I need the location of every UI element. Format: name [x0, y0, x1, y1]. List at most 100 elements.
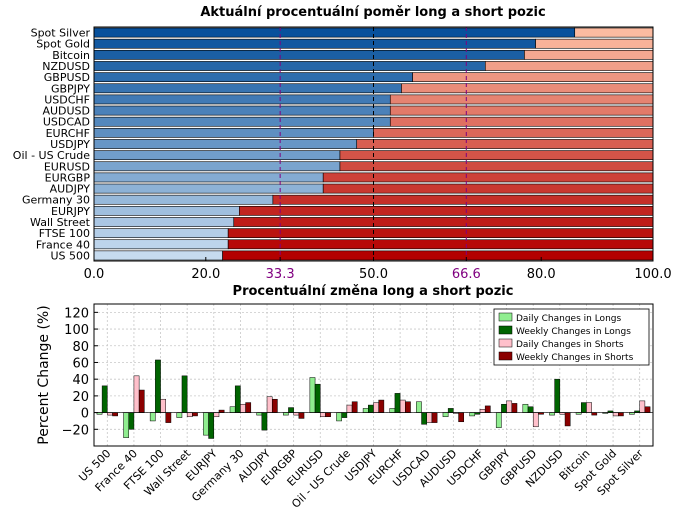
change-bar: [271, 398, 278, 413]
long-bar: [93, 49, 525, 60]
category-label: USDCHF: [44, 93, 90, 106]
category-label: Wall Street: [30, 216, 91, 229]
change-bar: [160, 398, 166, 413]
legend-label: Weekly Changes in Longs: [516, 327, 631, 337]
change-bar: [213, 412, 220, 418]
change-bar: [256, 412, 263, 416]
legend-label: Weekly Changes in Shorts: [516, 353, 634, 363]
change-bar: [229, 406, 236, 413]
change-bar: [203, 412, 209, 436]
change-bar: [506, 400, 513, 413]
category-label: Oil - US Crude: [13, 149, 90, 162]
long-bar: [93, 228, 229, 239]
legend-swatch: [498, 351, 513, 361]
change-bar: [309, 377, 316, 413]
long-bar: [93, 172, 324, 183]
legend-label: Daily Changes in Longs: [516, 314, 621, 324]
legend-label: Daily Changes in Shorts: [516, 340, 624, 350]
long-bar: [93, 27, 576, 38]
long-bar: [93, 105, 391, 116]
long-bar: [93, 72, 413, 83]
change-bar: [112, 412, 118, 417]
short-bar: [524, 49, 654, 60]
change-bar: [639, 400, 646, 413]
category-label: Bitcoin: [52, 49, 90, 62]
y-tick-label: 20: [72, 390, 89, 405]
change-bar: [208, 412, 215, 439]
y-tick-label: 100: [64, 323, 89, 338]
change-bar: [362, 408, 369, 413]
category-label: EURUSD: [44, 160, 90, 173]
change-bar: [192, 412, 198, 417]
change-bar: [320, 412, 326, 418]
change-bar: [469, 412, 476, 417]
change-bar: [373, 402, 379, 413]
y-tick-label: 40: [72, 373, 89, 388]
change-bar: [261, 412, 268, 431]
change-bar: [181, 375, 188, 413]
short-bar: [239, 205, 654, 216]
change-bar: [394, 393, 401, 413]
change-bar: [549, 412, 555, 416]
change-bar: [479, 408, 486, 413]
long-bar: [93, 61, 486, 71]
change-bar: [581, 402, 587, 413]
category-label: EURJPY: [51, 205, 90, 218]
short-bar: [272, 194, 654, 205]
change-bar: [495, 412, 502, 428]
top-chart-title: Aktuální procentuální poměr long a short…: [200, 5, 545, 20]
x-tick-label: 0.0: [84, 267, 105, 282]
change-bar: [245, 402, 252, 413]
long-bar: [93, 94, 391, 105]
short-bar: [339, 161, 654, 172]
y-tick-label: −20: [62, 423, 89, 438]
long-bar: [93, 127, 374, 138]
change-bar: [341, 412, 348, 418]
change-bar: [501, 403, 507, 413]
change-bar: [458, 412, 465, 423]
short-bar: [574, 27, 654, 38]
category-label: Germany 30: [22, 194, 90, 207]
change-bar: [586, 402, 592, 413]
long-bar: [93, 205, 240, 216]
long-bar: [93, 161, 341, 172]
change-bar: [234, 385, 241, 413]
change-bar: [532, 412, 539, 428]
x-tick-label: 80.0: [527, 267, 556, 282]
category-label: NZDUSD: [42, 60, 90, 73]
change-bar: [298, 412, 305, 419]
change-bar: [405, 401, 411, 413]
change-bar: [484, 405, 491, 413]
change-bar: [426, 412, 433, 423]
change-bar: [511, 403, 518, 413]
change-bar: [389, 408, 396, 413]
category-label: USDJPY: [50, 138, 90, 151]
change-bar: [346, 404, 353, 413]
change-bar: [421, 412, 427, 425]
change-bar: [138, 389, 145, 413]
short-bar: [322, 172, 654, 183]
x-tick-label: 50.0: [359, 267, 388, 282]
change-bar: [522, 403, 529, 413]
change-bar: [612, 412, 619, 417]
legend-swatch: [498, 325, 513, 335]
change-bar: [325, 412, 331, 418]
category-label: GBPUSD: [44, 71, 90, 84]
long-bar: [93, 38, 536, 49]
category-label: AUDUSD: [42, 105, 90, 118]
bottom-plot-frame: [93, 303, 654, 447]
short-bar: [389, 116, 654, 127]
x-tick-label: 20.0: [191, 267, 220, 282]
category-label: US 500: [50, 249, 90, 262]
legend-box: [493, 308, 650, 366]
short-bar: [389, 105, 654, 116]
change-bar: [399, 399, 406, 413]
x-tick-label: 33.3: [266, 267, 295, 282]
change-bar: [527, 406, 534, 413]
change-bar: [442, 412, 449, 418]
change-bar: [416, 401, 422, 413]
category-label: Spot Gold: [36, 38, 90, 51]
long-bar: [93, 116, 391, 127]
y-axis-label: Percent Change (%): [36, 305, 52, 444]
change-bar: [240, 403, 246, 413]
